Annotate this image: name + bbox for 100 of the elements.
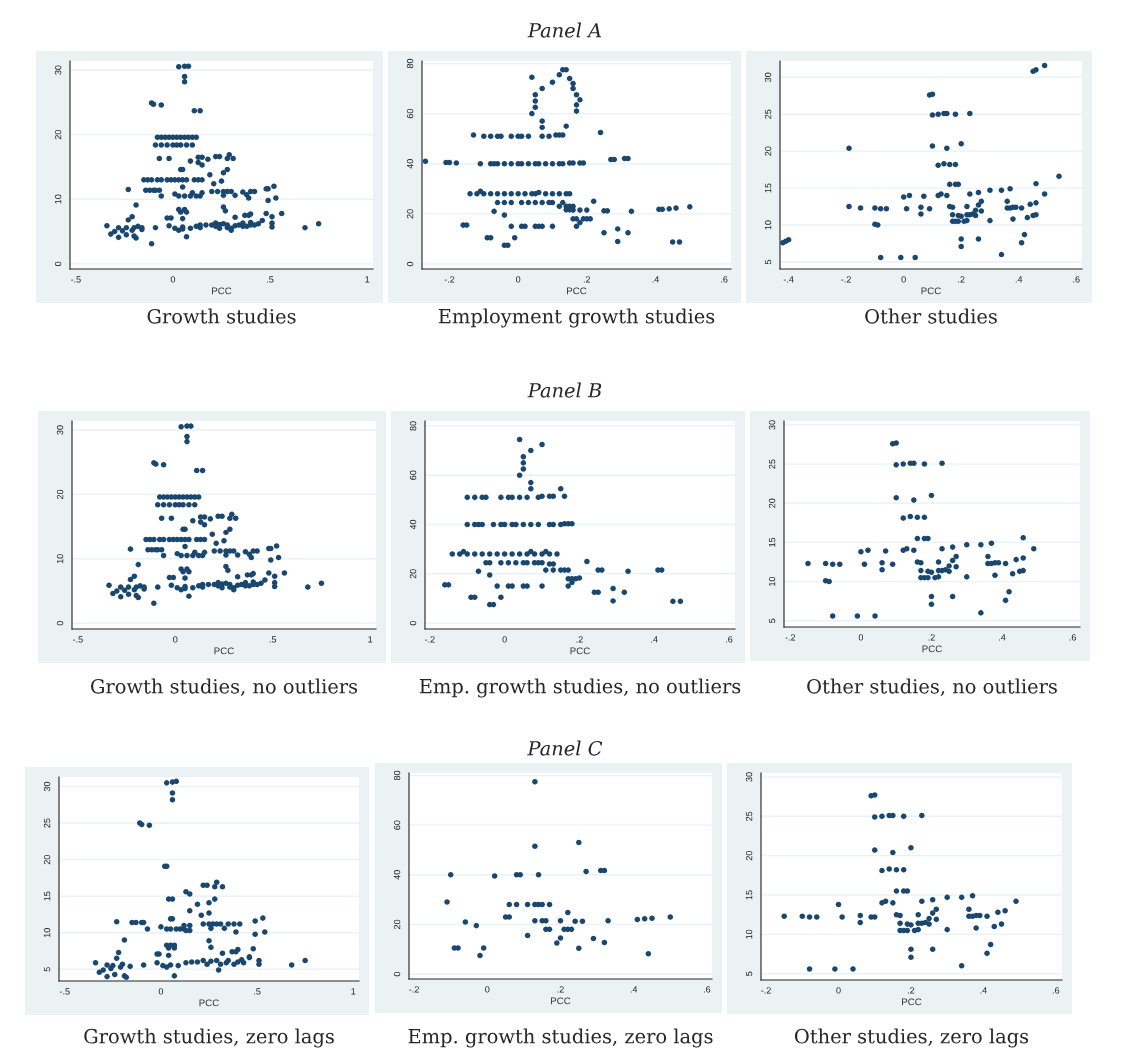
x-tick-label: .6 [721,276,728,283]
x-tick-label: -.2 [761,987,771,994]
y-tick-label: 30 [768,420,776,430]
y-tick-label: 20 [406,209,414,219]
x-tick-label: -.5 [70,276,81,283]
x-tick-label: 0 [836,987,841,994]
point [583,868,589,875]
x-axis-title: PCC [570,647,590,655]
point [535,871,542,878]
y-tick-label: 0 [409,620,417,626]
x-tick-label: .5 [254,988,261,995]
y-tick-label: 25 [43,818,51,828]
x-tick-label: .4 [1015,276,1023,283]
y-tick-label: 10 [43,928,51,938]
point [568,926,575,933]
x-tick-label: 0 [901,276,906,283]
y-tick-label: 20 [409,569,417,579]
y-tick-label: 0 [406,261,414,267]
point [480,945,487,951]
x-axis-title: PCC [212,287,232,295]
y-tick-label: 30 [54,65,62,75]
x-axis-title: PCC [567,287,587,295]
y-tick-label: 30 [764,72,772,82]
y-tick-label: 10 [54,194,62,204]
text: Other studies [865,308,997,324]
point [462,919,469,925]
point [634,916,641,923]
text: Growth studies [147,308,296,324]
point [524,901,531,908]
x-tick-label: .6 [703,986,711,993]
x-tick-label: -.2 [424,636,435,643]
point [532,917,538,924]
point [524,932,531,939]
x-axis-title: PCC [921,287,941,295]
point [557,917,564,924]
y-tick-label: 10 [56,554,64,564]
point [513,901,520,908]
text: Employment growth studies [438,308,715,328]
x-axis-title: PCC [922,645,942,653]
x-tick-label: .5 [269,636,277,643]
x-tick-label: .6 [1069,634,1076,641]
text: Emp. growth studies, zero lags [408,1028,713,1048]
x-tick-label: .2 [958,276,965,283]
y-tick-label: 20 [54,129,62,140]
point [579,918,586,924]
point [667,914,674,920]
x-axis-title: PCC [199,999,219,1007]
x-tick-label: 1 [365,276,370,283]
x-tick-label: -.5 [72,636,83,643]
x-axis-title: PCC [902,998,922,1006]
x-axis-title: PCC [214,647,234,655]
point [506,914,513,920]
x-tick-label: .4 [651,636,658,643]
y-tick-label: 10 [745,929,753,939]
x-tick-label: 0 [858,634,864,641]
y-tick-label: 30 [43,781,51,792]
y-tick-label: 20 [768,498,776,508]
point [645,950,652,957]
y-tick-label: 60 [406,108,414,119]
point [605,917,611,924]
y-tick-label: 30 [56,425,64,435]
y-tick-label: 40 [393,870,401,880]
point [532,778,538,785]
x-tick-label: -.4 [783,276,794,283]
y-tick-label: 20 [56,489,64,499]
y-tick-label: 20 [745,850,753,861]
x-tick-label: 1 [368,636,373,643]
point [641,915,648,922]
y-tick-label: 5 [764,259,772,265]
point [554,940,560,946]
x-tick-label: 0 [485,986,490,993]
y-tick-label: 10 [764,220,772,230]
text: Growth studies, no outliers [90,678,358,697]
x-tick-label: .4 [652,276,659,283]
text: Growth studies, zero lags [84,1028,334,1048]
point [590,935,597,942]
text: Other studies, zero lags [794,1028,1029,1048]
y-tick-label: 15 [764,183,772,193]
point [447,871,454,878]
y-tick-label: 5 [768,618,776,623]
point [506,901,513,908]
y-tick-label: 80 [406,58,414,69]
y-tick-label: 80 [409,421,417,431]
point [601,939,608,946]
point [455,945,461,951]
point [557,935,564,941]
x-tick-label: .6 [726,636,733,643]
point [572,918,578,924]
y-tick-label: 40 [406,159,414,169]
x-tick-label: 0 [502,636,507,643]
point [444,899,450,905]
x-tick-label: .4 [980,987,987,994]
point [477,952,483,959]
x-tick-label: -.5 [59,988,70,995]
x-tick-label: -.2 [409,986,419,993]
y-tick-label: 60 [409,470,417,480]
y-tick-label: 15 [768,537,776,547]
x-tick-label: .6 [1052,987,1060,994]
y-tick-label: 5 [745,971,753,976]
x-tick-label: 0 [158,988,164,995]
